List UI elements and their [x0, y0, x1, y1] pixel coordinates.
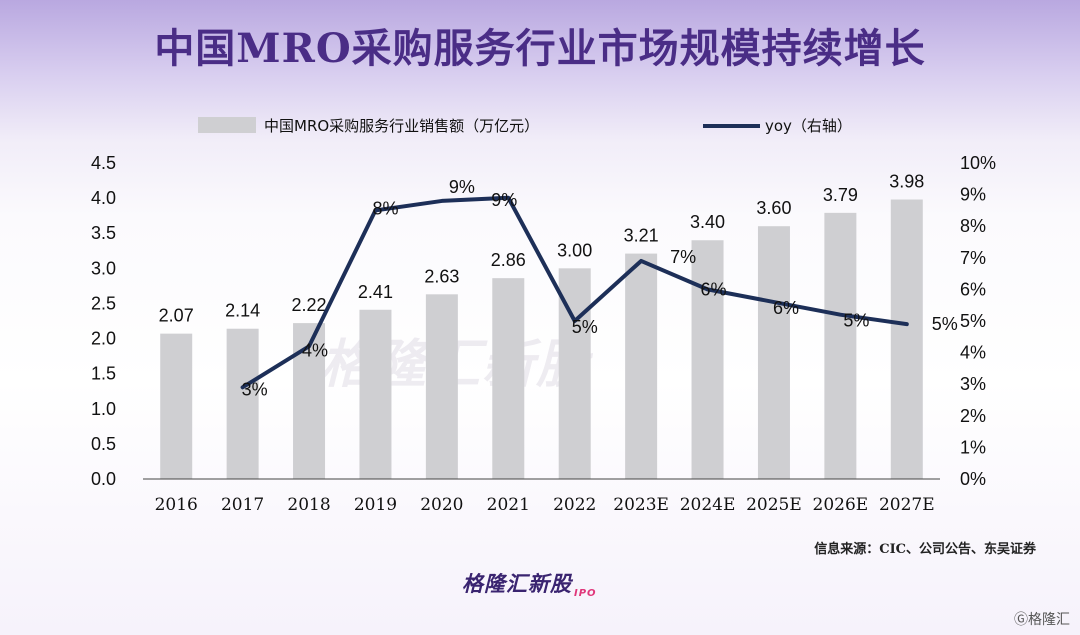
- y-left-tick-label: 0.5: [91, 434, 116, 454]
- yoy-line: [240, 195, 909, 390]
- bar: [293, 323, 326, 479]
- y-right-tick-label: 9%: [960, 185, 986, 205]
- logo-text: 格隆汇新股: [462, 572, 572, 596]
- y-right-tick-label: 10%: [960, 153, 996, 173]
- bar: [625, 253, 658, 479]
- bar-value-label: 2.07: [159, 306, 194, 326]
- x-tick-label: 2023E: [613, 495, 669, 515]
- x-tick-label: 2026E: [813, 495, 869, 515]
- legend-bar-swatch: [198, 117, 256, 133]
- line-value-label: 9%: [491, 190, 517, 210]
- x-tick-label: 2024E: [680, 495, 736, 515]
- y-right-tick-label: 5%: [960, 311, 986, 331]
- bar: [492, 278, 525, 479]
- line-value-label: 4%: [302, 340, 328, 360]
- x-tick-label: 2018: [287, 495, 330, 515]
- bar-value-label: 3.60: [756, 198, 791, 218]
- line-value-label: 7%: [670, 247, 696, 267]
- y-left-tick-label: 4.5: [91, 153, 116, 173]
- y-right-tick-label: 7%: [960, 248, 986, 268]
- source-note: 信息来源：CIC、公司公告、东吴证券: [814, 542, 1036, 557]
- x-tick-label: 2016: [155, 495, 198, 515]
- line-value-label: 5%: [572, 317, 598, 337]
- y-left-tick-label: 1.5: [91, 364, 116, 384]
- x-tick-label: 2021: [487, 495, 530, 515]
- y-left-tick-label: 3.0: [91, 258, 116, 278]
- bar-value-label: 2.41: [358, 282, 393, 302]
- bar-value-label: 3.98: [889, 172, 924, 192]
- x-tick-label: 2017: [221, 495, 264, 515]
- line-value-label: 5%: [843, 311, 869, 331]
- bar-value-label: 2.63: [424, 266, 459, 286]
- bar-series: [160, 199, 923, 479]
- y-right-tick-label: 6%: [960, 279, 986, 299]
- brand-logo: 格隆汇新股 IPO: [462, 568, 597, 599]
- bar-value-label: 3.21: [624, 226, 659, 246]
- bar: [160, 333, 193, 479]
- bar-value-label: 3.40: [690, 212, 725, 232]
- bar: [425, 294, 458, 479]
- x-tick-label: 2025E: [746, 495, 802, 515]
- line-value-label: 6%: [701, 279, 727, 299]
- corner-mark: Ⓖ格隆汇: [1014, 612, 1070, 628]
- chart-axes: 2016 2017 2018 2019 2020 2021 2022 2023E 2024E 20…: [91, 153, 996, 515]
- y-right-tick-label: 3%: [960, 374, 986, 394]
- chart-title: 中国MRO采购服务行业市场规模持续增长: [154, 25, 926, 72]
- logo-suffix: IPO: [574, 588, 597, 600]
- y-left-tick-label: 1.0: [91, 399, 116, 419]
- line-value-label: 6%: [773, 298, 799, 318]
- bar-value-label: 3.79: [823, 185, 858, 205]
- bar-value-label: 2.22: [292, 295, 327, 315]
- bar: [226, 328, 259, 479]
- bar: [757, 226, 790, 479]
- bar-labels: 2.07 2.14 2.22 2.41 2.63 2.86 3.00 3.21 3.40 3.60…: [159, 172, 925, 326]
- y-left-tick-label: 2.5: [91, 293, 116, 313]
- bar-value-label: 2.14: [225, 301, 260, 321]
- line-series: [240, 195, 909, 390]
- bar: [890, 199, 923, 479]
- y-right-tick-label: 4%: [960, 343, 986, 363]
- y-right-tick-label: 1%: [960, 437, 986, 457]
- chart-legend: 中国MRO采购服务行业销售额（万亿元） yoy（右轴）: [198, 117, 852, 135]
- legend-bar-label: 中国MRO采购服务行业销售额（万亿元）: [264, 117, 539, 135]
- bar: [691, 240, 724, 479]
- bar: [359, 309, 392, 479]
- x-tick-label: 2019: [354, 495, 397, 515]
- bar: [824, 212, 857, 479]
- line-value-label: 5%: [932, 314, 958, 334]
- legend-line-label: yoy（右轴）: [765, 117, 852, 135]
- line-value-label: 3%: [242, 379, 268, 399]
- y-left-tick-label: 0.0: [91, 469, 116, 489]
- y-right-tick-label: 0%: [960, 469, 986, 489]
- y-right-tick-label: 2%: [960, 406, 986, 426]
- bar-value-label: 3.00: [557, 240, 592, 260]
- y-left-tick-label: 4.0: [91, 188, 116, 208]
- bar-value-label: 2.86: [491, 250, 526, 270]
- line-value-label: 9%: [449, 177, 475, 197]
- y-right-tick-label: 8%: [960, 216, 986, 236]
- x-tick-label: 2022: [553, 495, 596, 515]
- line-labels: 3%4%8%9%9%5%7%6%6%5% 5%: [242, 177, 958, 399]
- x-tick-label: 2020: [420, 495, 463, 515]
- y-left-tick-label: 2.0: [91, 329, 116, 349]
- x-tick-label: 2027E: [879, 495, 935, 515]
- line-value-label: 8%: [372, 198, 398, 218]
- y-left-tick-label: 3.5: [91, 223, 116, 243]
